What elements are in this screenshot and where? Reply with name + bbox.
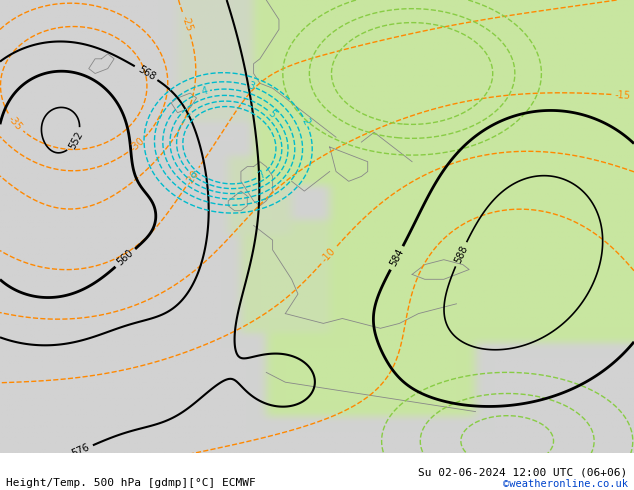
- Text: 588: 588: [453, 244, 469, 265]
- Text: 2: 2: [300, 117, 311, 126]
- Text: 584: 584: [388, 247, 406, 269]
- Text: -25: -25: [179, 14, 194, 32]
- Text: 3: 3: [247, 80, 256, 92]
- Text: 552: 552: [67, 129, 85, 150]
- Text: -15: -15: [614, 90, 631, 100]
- Text: 568: 568: [136, 64, 157, 82]
- Text: 0: 0: [626, 482, 634, 490]
- Text: 5: 5: [266, 108, 278, 120]
- Text: 4: 4: [201, 86, 209, 98]
- Text: 7: 7: [257, 169, 268, 180]
- Text: -10: -10: [320, 246, 338, 264]
- Text: Height/Temp. 500 hPa [gdmp][°C] ECMWF: Height/Temp. 500 hPa [gdmp][°C] ECMWF: [6, 478, 256, 488]
- Text: 6: 6: [186, 169, 198, 180]
- Bar: [0, 453, 634, 490]
- Text: 560: 560: [115, 248, 136, 268]
- Text: Su 02-06-2024 12:00 UTC (06+06): Su 02-06-2024 12:00 UTC (06+06): [418, 468, 628, 478]
- Text: 576: 576: [70, 442, 91, 459]
- Text: -35: -35: [6, 114, 24, 132]
- Text: -30: -30: [128, 136, 146, 154]
- Text: -5: -5: [62, 472, 74, 484]
- Text: ©weatheronline.co.uk: ©weatheronline.co.uk: [503, 479, 628, 489]
- Text: -20: -20: [184, 168, 201, 187]
